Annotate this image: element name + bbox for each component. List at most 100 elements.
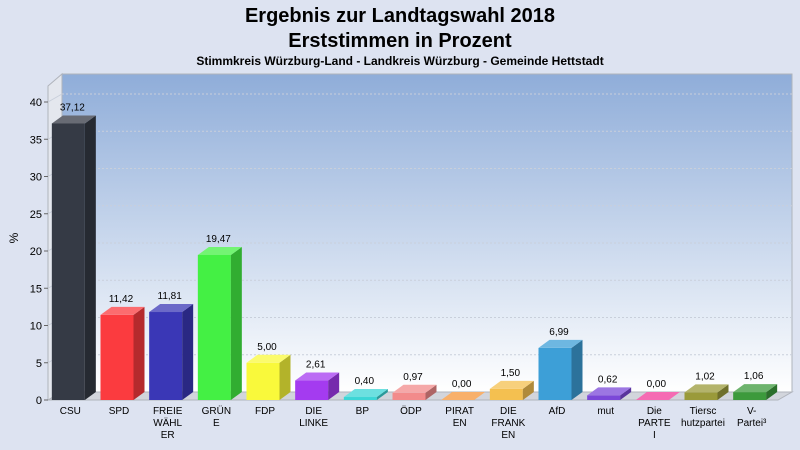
bar-side xyxy=(425,384,437,400)
bar-0 xyxy=(51,115,96,401)
grid-lines xyxy=(47,93,792,364)
bar-top xyxy=(441,392,486,400)
category-label: SPD xyxy=(109,406,130,417)
value-label: 11,81 xyxy=(158,291,183,302)
bar-9 xyxy=(489,380,534,400)
category-labels: CSU SPD FREIE WÄHL ER GRÜN E FDP DIE LINKE BP ÖDP PI… xyxy=(60,405,767,441)
bar-side xyxy=(620,387,632,400)
category-label: GRÜN E xyxy=(202,405,231,429)
bar-14 xyxy=(733,384,778,400)
bar-top xyxy=(684,384,729,393)
bar-top xyxy=(635,392,680,400)
value-label: 0,97 xyxy=(403,372,423,383)
bar-side xyxy=(522,380,534,400)
bar-3 xyxy=(197,246,242,400)
bar-side xyxy=(133,306,145,400)
value-label: 0,40 xyxy=(355,376,375,387)
chart-title-line1: Ergebnis zur Landtagswahl 2018 xyxy=(245,5,555,27)
y-tick-label: 0 xyxy=(36,395,42,407)
category-label: PIRAT EN xyxy=(445,406,474,429)
y-tick-label: 35 xyxy=(30,134,42,146)
bars xyxy=(51,115,778,401)
bar-top xyxy=(538,339,583,348)
bar-front xyxy=(51,123,85,401)
bar-side xyxy=(717,384,729,400)
y-tick-label: 20 xyxy=(30,246,42,258)
bar-front xyxy=(587,395,621,400)
bar-side xyxy=(279,354,291,400)
bar-12 xyxy=(635,392,680,400)
category-label: CSU xyxy=(60,406,81,417)
bar-side xyxy=(376,389,388,400)
bar-top xyxy=(392,384,437,393)
value-label: 1,06 xyxy=(744,371,764,382)
bar-front xyxy=(538,347,572,400)
value-label: 0,00 xyxy=(452,379,472,390)
bar-front xyxy=(733,392,767,400)
bar-front xyxy=(246,362,280,400)
value-label: 19,47 xyxy=(206,234,231,245)
category-label: DIE FRANK EN xyxy=(491,406,525,441)
bar-4 xyxy=(246,354,291,400)
value-labels: 37,12 11,42 11,81 19,47 5,00 2,61 0,40 0,97 0,00… xyxy=(60,102,764,390)
bar-side xyxy=(571,339,583,400)
bar-side xyxy=(84,115,96,401)
value-label: 37,12 xyxy=(60,102,85,113)
category-label: Tiersc hutzpartei xyxy=(681,406,725,429)
bar-front xyxy=(684,392,718,400)
chart-title-line2: Erststimmen in Prozent xyxy=(288,30,512,52)
bar-side xyxy=(182,304,194,400)
category-label: FREIE WÄHL ER xyxy=(153,406,183,441)
category-label: BP xyxy=(356,406,370,417)
y-axis-ticks: 0 5 10 15 20 25 30 35 40 xyxy=(30,97,48,407)
bar-top xyxy=(295,372,340,381)
bar-5 xyxy=(295,372,340,400)
bar-1 xyxy=(100,306,145,400)
bar-top xyxy=(343,389,388,398)
value-label: 2,61 xyxy=(306,360,326,371)
grid-line-side xyxy=(47,93,63,103)
y-tick-label: 10 xyxy=(30,321,42,333)
category-label: AfD xyxy=(549,406,566,417)
bar-13 xyxy=(684,384,729,400)
category-label: V-Partei³ xyxy=(737,406,767,429)
bar-top xyxy=(149,304,194,313)
bar-front xyxy=(149,312,183,400)
y-tick-label: 30 xyxy=(30,172,42,184)
bar-top xyxy=(587,387,632,396)
y-tick-label: 40 xyxy=(30,97,42,109)
chart-subtitle: Stimmkreis Würzburg-Land - Landkreis Wür… xyxy=(196,54,603,68)
value-label: 11,42 xyxy=(109,294,134,305)
value-label: 0,62 xyxy=(598,374,618,385)
bar-2 xyxy=(149,304,194,400)
category-label: ÖDP xyxy=(400,405,422,417)
bar-top xyxy=(51,115,96,124)
bar-side xyxy=(328,372,340,400)
bar-6 xyxy=(343,389,388,400)
y-axis-label: % xyxy=(7,232,21,243)
category-label: mut xyxy=(597,406,614,417)
category-label: Die PARTE I xyxy=(638,406,671,441)
bar-front xyxy=(343,397,377,400)
value-label: 1,50 xyxy=(501,368,521,379)
bar-11 xyxy=(587,387,632,400)
bar-front xyxy=(197,254,231,400)
bar-top xyxy=(733,384,778,393)
category-label: FDP xyxy=(255,406,275,417)
bar-front xyxy=(100,314,134,400)
y-tick-label: 15 xyxy=(30,283,42,295)
bar-front xyxy=(295,380,329,400)
value-label: 1,02 xyxy=(695,371,715,382)
y-tick-label: 5 xyxy=(36,358,42,370)
category-label: DIE LINKE xyxy=(299,406,328,429)
bar-front xyxy=(489,388,523,400)
value-label: 5,00 xyxy=(257,342,277,353)
bar-10 xyxy=(538,339,583,400)
bar-8 xyxy=(441,392,486,400)
bar-front xyxy=(392,392,426,400)
value-label: 0,00 xyxy=(647,379,667,390)
bar-side xyxy=(230,246,242,400)
bar-top xyxy=(489,380,534,389)
bar-side xyxy=(766,384,778,400)
